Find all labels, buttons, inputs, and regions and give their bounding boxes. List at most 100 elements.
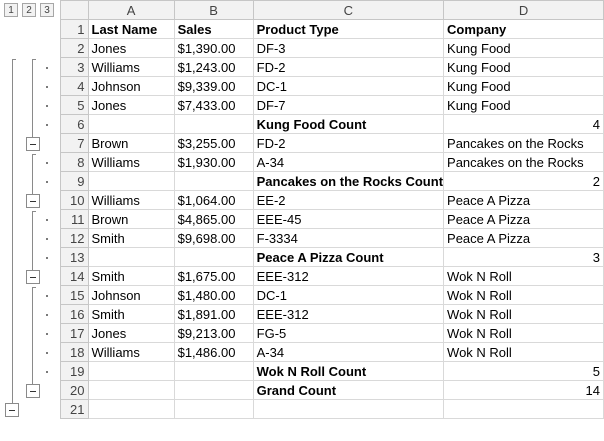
- cell-c[interactable]: Pancakes on the Rocks Count: [252, 171, 445, 191]
- cell-c[interactable]: Peace A Pizza Count: [252, 247, 445, 267]
- cell-d[interactable]: Company: [443, 19, 604, 39]
- cell-c[interactable]: DC-1: [252, 76, 445, 96]
- cell-c[interactable]: FD-2: [252, 133, 445, 153]
- cell-b[interactable]: [173, 399, 254, 419]
- cell-a[interactable]: Williams: [87, 152, 175, 172]
- cell-d[interactable]: Pancakes on the Rocks: [443, 133, 604, 153]
- cell-d[interactable]: Kung Food: [443, 76, 604, 96]
- column-header-c[interactable]: C: [252, 0, 445, 20]
- cell-d[interactable]: Wok N Roll: [443, 304, 604, 324]
- cell-b[interactable]: $1,486.00: [173, 342, 254, 362]
- cell-c[interactable]: Wok N Roll Count: [252, 361, 445, 381]
- cell-a[interactable]: Jones: [87, 323, 175, 343]
- cell-b[interactable]: $1,675.00: [173, 266, 254, 286]
- cell-b[interactable]: $9,698.00: [173, 228, 254, 248]
- column-header-a[interactable]: A: [87, 0, 175, 20]
- cell-c[interactable]: EE-2: [252, 190, 445, 210]
- cell-c[interactable]: F-3334: [252, 228, 445, 248]
- select-all-corner[interactable]: [60, 0, 89, 20]
- cell-b[interactable]: $1,390.00: [173, 38, 254, 58]
- cell-b[interactable]: $1,891.00: [173, 304, 254, 324]
- cell-b[interactable]: $1,243.00: [173, 57, 254, 77]
- cell-d[interactable]: Peace A Pizza: [443, 209, 604, 229]
- row-header[interactable]: 2: [60, 38, 89, 58]
- cell-a[interactable]: Smith: [87, 266, 175, 286]
- cell-b[interactable]: [173, 361, 254, 381]
- row-header[interactable]: 4: [60, 76, 89, 96]
- row-header[interactable]: 7: [60, 133, 89, 153]
- outline-collapse-button[interactable]: [26, 269, 40, 284]
- cell-b[interactable]: [173, 171, 254, 191]
- cell-d[interactable]: 3: [443, 247, 604, 267]
- cell-c[interactable]: [252, 399, 445, 419]
- cell-d[interactable]: [443, 399, 604, 419]
- cell-b[interactable]: [173, 380, 254, 400]
- row-header[interactable]: 16: [60, 304, 89, 324]
- cell-c[interactable]: DF-3: [252, 38, 445, 58]
- cell-c[interactable]: FG-5: [252, 323, 445, 343]
- cell-c[interactable]: A-34: [252, 152, 445, 172]
- cell-d[interactable]: Kung Food: [443, 57, 604, 77]
- cell-a[interactable]: [87, 114, 175, 134]
- cell-d[interactable]: Pancakes on the Rocks: [443, 152, 604, 172]
- row-header[interactable]: 14: [60, 266, 89, 286]
- row-header[interactable]: 5: [60, 95, 89, 115]
- cell-b[interactable]: [173, 247, 254, 267]
- cell-b[interactable]: $3,255.00: [173, 133, 254, 153]
- cell-d[interactable]: Wok N Roll: [443, 323, 604, 343]
- cell-a[interactable]: Last Name: [87, 19, 175, 39]
- row-header[interactable]: 21: [60, 399, 89, 419]
- cell-d[interactable]: 14: [443, 380, 604, 400]
- cell-b[interactable]: $1,064.00: [173, 190, 254, 210]
- cell-d[interactable]: 2: [443, 171, 604, 191]
- outline-collapse-button[interactable]: [26, 136, 40, 151]
- cell-c[interactable]: Product Type: [252, 19, 445, 39]
- cell-c[interactable]: EEE-45: [252, 209, 445, 229]
- cell-d[interactable]: Wok N Roll: [443, 285, 604, 305]
- cell-a[interactable]: Williams: [87, 190, 175, 210]
- row-header[interactable]: 19: [60, 361, 89, 381]
- cell-b[interactable]: Sales: [173, 19, 254, 39]
- row-header[interactable]: 8: [60, 152, 89, 172]
- outline-collapse-button[interactable]: [26, 193, 40, 208]
- row-header[interactable]: 11: [60, 209, 89, 229]
- outline-collapse-button[interactable]: [5, 402, 19, 417]
- row-header[interactable]: 9: [60, 171, 89, 191]
- cell-c[interactable]: Grand Count: [252, 380, 445, 400]
- cell-b[interactable]: $1,930.00: [173, 152, 254, 172]
- cell-a[interactable]: Brown: [87, 133, 175, 153]
- row-header[interactable]: 13: [60, 247, 89, 267]
- cell-a[interactable]: Jones: [87, 38, 175, 58]
- cell-a[interactable]: Smith: [87, 304, 175, 324]
- cell-b[interactable]: [173, 114, 254, 134]
- row-header[interactable]: 15: [60, 285, 89, 305]
- cell-d[interactable]: 5: [443, 361, 604, 381]
- cell-c[interactable]: Kung Food Count: [252, 114, 445, 134]
- cell-a[interactable]: [87, 247, 175, 267]
- cell-a[interactable]: Jones: [87, 95, 175, 115]
- cell-a[interactable]: Johnson: [87, 285, 175, 305]
- outline-level-2-button[interactable]: 2: [22, 3, 36, 17]
- cell-a[interactable]: [87, 380, 175, 400]
- cell-a[interactable]: [87, 361, 175, 381]
- row-header[interactable]: 20: [60, 380, 89, 400]
- row-header[interactable]: 1: [60, 19, 89, 39]
- outline-collapse-button[interactable]: [26, 383, 40, 398]
- row-header[interactable]: 17: [60, 323, 89, 343]
- cell-d[interactable]: Peace A Pizza: [443, 228, 604, 248]
- outline-level-3-button[interactable]: 3: [40, 3, 54, 17]
- cell-d[interactable]: Peace A Pizza: [443, 190, 604, 210]
- cell-d[interactable]: Kung Food: [443, 38, 604, 58]
- cell-a[interactable]: Smith: [87, 228, 175, 248]
- row-header[interactable]: 18: [60, 342, 89, 362]
- outline-level-1-button[interactable]: 1: [4, 3, 18, 17]
- cell-a[interactable]: Williams: [87, 57, 175, 77]
- cell-c[interactable]: DC-1: [252, 285, 445, 305]
- cell-b[interactable]: $9,339.00: [173, 76, 254, 96]
- row-header[interactable]: 6: [60, 114, 89, 134]
- cell-b[interactable]: $4,865.00: [173, 209, 254, 229]
- cell-c[interactable]: A-34: [252, 342, 445, 362]
- cell-a[interactable]: Johnson: [87, 76, 175, 96]
- cell-c[interactable]: EEE-312: [252, 266, 445, 286]
- cell-d[interactable]: Wok N Roll: [443, 266, 604, 286]
